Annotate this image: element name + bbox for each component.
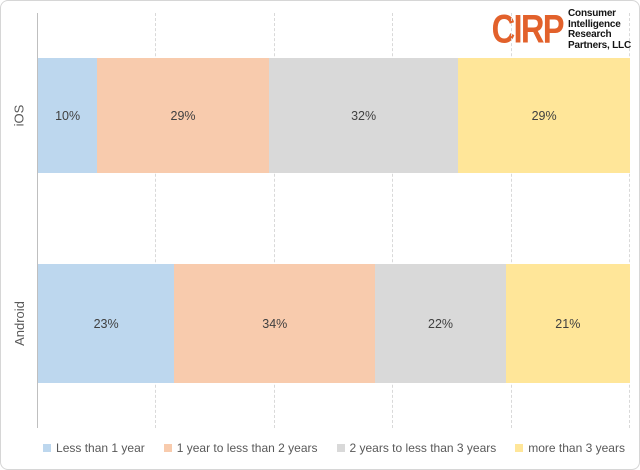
cirp-logo-company-name: Consumer Intelligence Research Partners,… — [568, 8, 631, 51]
data-label: 22% — [428, 316, 454, 331]
legend-swatch-icon — [163, 444, 172, 452]
bar-android: 23% 34% 22% 21% — [38, 264, 630, 383]
bar-ios: 10% 29% 32% 29% — [38, 58, 630, 173]
bar-segment-android-3: 22% — [375, 264, 506, 383]
legend-swatch-icon — [43, 444, 52, 452]
bar-segment-ios-2: 29% — [97, 58, 269, 173]
gridline-40 — [273, 13, 275, 428]
data-label: 29% — [531, 108, 557, 123]
logo-line: Intelligence — [568, 18, 621, 30]
gridline-60 — [392, 13, 394, 428]
bar-segment-ios-4: 29% — [458, 58, 630, 173]
data-label: 10% — [55, 108, 81, 123]
data-label: 32% — [351, 108, 377, 123]
legend-label: 1 year to less than 2 years — [176, 441, 318, 455]
cirp-logo: CIRP Consumer Intelligence Research Part… — [480, 8, 631, 52]
logo-line: Partners, LLC — [568, 39, 631, 51]
legend: Less than 1 year 1 year to less than 2 ye… — [37, 438, 631, 458]
bar-segment-android-4: 21% — [505, 264, 630, 383]
bar-segment-ios-3: 32% — [268, 58, 459, 173]
data-label: 23% — [93, 316, 119, 331]
gridline-100 — [629, 13, 630, 428]
data-label: 21% — [555, 316, 581, 331]
data-label: 34% — [262, 316, 288, 331]
gridline-80 — [510, 13, 512, 428]
bar-segment-ios-1: 10% — [38, 58, 98, 173]
data-label: 29% — [170, 108, 196, 123]
legend-swatch-icon — [336, 444, 345, 452]
legend-item-3: 2 years to less than 3 years — [336, 441, 497, 455]
legend-item-1: Less than 1 year — [43, 441, 145, 455]
legend-label: more than 3 years — [528, 441, 625, 455]
legend-label: Less than 1 year — [56, 441, 145, 455]
gridline-20 — [155, 13, 157, 428]
legend-swatch-icon — [515, 444, 524, 452]
category-label-ios: iOS — [11, 104, 27, 127]
legend-label: 2 years to less than 3 years — [349, 441, 497, 455]
bar-segment-android-2: 34% — [174, 264, 376, 383]
cirp-logo-wordmark: CIRP — [491, 8, 565, 52]
legend-item-4: more than 3 years — [515, 441, 625, 455]
category-label-android: Android — [11, 301, 27, 346]
logo-line: Consumer — [568, 8, 616, 19]
plot-area: 10% 29% 32% 29% 23% 34% 22% 21% — [37, 13, 630, 428]
legend-item-2: 1 year to less than 2 years — [163, 441, 318, 455]
bar-segment-android-1: 23% — [38, 264, 175, 383]
logo-line: Research — [568, 29, 612, 40]
